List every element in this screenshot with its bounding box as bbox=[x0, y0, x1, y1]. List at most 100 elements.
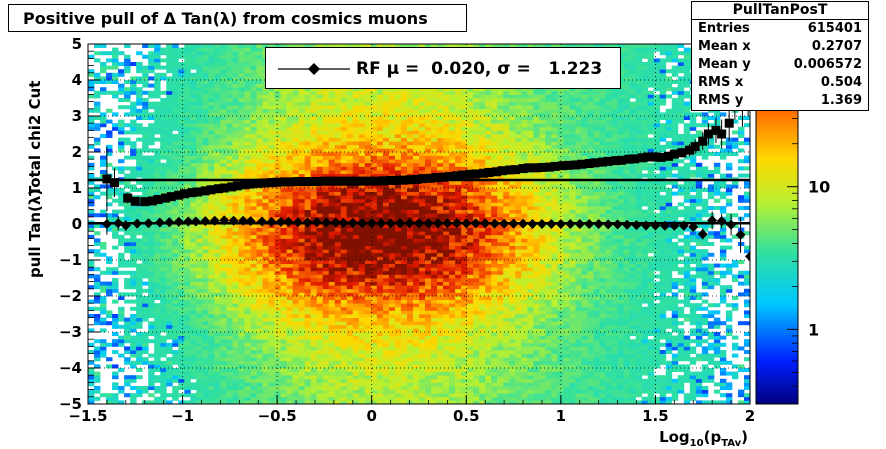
heat-cell bbox=[292, 126, 300, 131]
heat-cell bbox=[286, 339, 294, 344]
heat-cell bbox=[214, 238, 221, 243]
heat-cell bbox=[244, 123, 251, 128]
heat-cell bbox=[412, 278, 420, 282]
heat-cell bbox=[322, 281, 330, 286]
heat-cell bbox=[238, 51, 245, 56]
heat-cell bbox=[136, 148, 143, 153]
heat-cell bbox=[364, 296, 372, 300]
heat-cell bbox=[208, 112, 215, 117]
heat-cell bbox=[394, 339, 402, 344]
heat-cell bbox=[118, 270, 125, 275]
heat-cell bbox=[364, 375, 372, 380]
heat-cell bbox=[220, 173, 227, 178]
heat-cell bbox=[304, 314, 312, 318]
heat-cell bbox=[280, 267, 287, 272]
heat-cell bbox=[202, 166, 209, 171]
heat-cell bbox=[196, 346, 203, 351]
heat-cell bbox=[334, 260, 342, 264]
heat-cell bbox=[256, 130, 263, 135]
heat-cell bbox=[160, 184, 167, 189]
heat-cell bbox=[136, 270, 143, 275]
heat-cell bbox=[376, 245, 384, 250]
heat-cell bbox=[238, 303, 245, 308]
heat-cell bbox=[328, 209, 336, 214]
heat-cell bbox=[364, 324, 372, 329]
heat-cell bbox=[208, 224, 215, 228]
heat-cell bbox=[238, 227, 245, 232]
heat-cell bbox=[172, 328, 179, 333]
heat-cell bbox=[298, 375, 306, 380]
heat-cell bbox=[328, 227, 336, 232]
heat-cell bbox=[346, 270, 354, 275]
heat-cell bbox=[364, 274, 372, 279]
heat-cell bbox=[142, 227, 149, 232]
heat-cell bbox=[142, 234, 149, 239]
heat-cell bbox=[196, 242, 203, 246]
heat-cell bbox=[172, 202, 179, 207]
heat-cell bbox=[220, 382, 227, 387]
heat-cell bbox=[274, 101, 281, 106]
heat-cell bbox=[214, 94, 221, 99]
heat-cell bbox=[382, 346, 390, 351]
heat-cell bbox=[310, 137, 318, 142]
heat-cell bbox=[376, 360, 384, 365]
heat-cell bbox=[382, 173, 390, 178]
heat-cell bbox=[322, 299, 330, 304]
heat-cell bbox=[394, 137, 402, 142]
heat-cell bbox=[202, 101, 209, 106]
heat-cell bbox=[328, 126, 336, 131]
heat-cell bbox=[244, 116, 251, 120]
heat-cell bbox=[214, 87, 221, 92]
heat-cell bbox=[136, 76, 143, 81]
heat-cell bbox=[364, 306, 372, 311]
heat-cell bbox=[196, 353, 203, 358]
heat-cell bbox=[226, 119, 233, 124]
heat-cell bbox=[346, 90, 354, 95]
heat-cell bbox=[394, 368, 402, 372]
heat-cell bbox=[214, 400, 221, 404]
heat-cell bbox=[196, 249, 203, 254]
heat-cell bbox=[232, 400, 239, 404]
heat-cell bbox=[172, 213, 179, 218]
heat-cell bbox=[346, 123, 354, 128]
heat-cell bbox=[166, 126, 173, 131]
heat-cell bbox=[172, 317, 179, 322]
heat-cell bbox=[148, 306, 155, 311]
heat-cell bbox=[346, 130, 354, 135]
heat-cell bbox=[292, 375, 300, 380]
heat-cell bbox=[190, 87, 197, 92]
heat-cell bbox=[256, 242, 263, 246]
heat-cell bbox=[136, 339, 143, 344]
heat-cell bbox=[178, 249, 185, 254]
heat-cell bbox=[226, 58, 233, 63]
heat-cell bbox=[220, 191, 227, 196]
heat-cell bbox=[232, 353, 239, 358]
heat-cell bbox=[160, 227, 167, 232]
heat-cell bbox=[346, 274, 354, 279]
heat-cell bbox=[100, 170, 107, 174]
heat-cell bbox=[286, 188, 294, 192]
heat-cell bbox=[256, 209, 263, 214]
heat-cell bbox=[298, 396, 306, 401]
heat-cell bbox=[346, 206, 354, 210]
heat-cell bbox=[238, 62, 245, 66]
heat-cell bbox=[382, 130, 390, 135]
heat-cell bbox=[154, 202, 161, 207]
heat-cell bbox=[244, 112, 251, 117]
heat-cell bbox=[88, 166, 95, 171]
heat-cell bbox=[250, 368, 257, 372]
heat-cell bbox=[250, 396, 257, 401]
heat-cell bbox=[208, 393, 215, 398]
heat-cell bbox=[160, 188, 167, 192]
heat-cell bbox=[202, 260, 209, 264]
heat-cell bbox=[400, 44, 408, 48]
heat-cell bbox=[304, 260, 312, 264]
heat-cell bbox=[382, 353, 390, 358]
heat-cell bbox=[292, 123, 300, 128]
heat-cell bbox=[262, 303, 269, 308]
heat-cell bbox=[364, 44, 372, 48]
heat-cell bbox=[244, 162, 251, 167]
heat-cell bbox=[322, 238, 330, 243]
heat-cell bbox=[316, 170, 324, 174]
heat-cell bbox=[364, 224, 372, 228]
